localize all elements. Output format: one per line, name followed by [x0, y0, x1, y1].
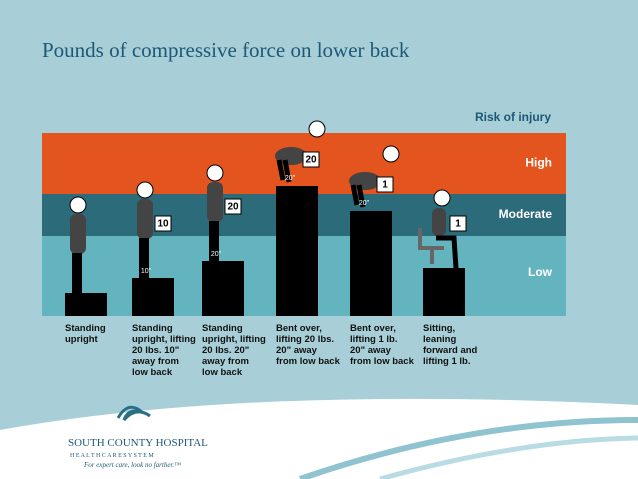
footer-bg: [0, 398, 638, 479]
load-label: 20: [305, 155, 317, 166]
distance-label: 20": [211, 251, 222, 258]
band-label: High: [525, 156, 552, 170]
load-label: 10: [157, 219, 169, 230]
figure-body: [70, 214, 86, 254]
category-label: Bent over, lifting 20 lbs. 20" away from…: [276, 323, 340, 367]
category-label: Standing upright, lifting 20 lbs. 20" aw…: [202, 323, 266, 378]
figure-head: [136, 181, 154, 199]
load-box: [302, 151, 320, 168]
wave: [379, 435, 638, 479]
figure-head: [433, 189, 451, 207]
figure-body: [207, 182, 223, 222]
figure-head: [69, 196, 87, 214]
figure-legs: [72, 253, 82, 293]
figure-body: [432, 208, 446, 236]
figure-legs: [209, 221, 219, 261]
bar: [423, 268, 465, 316]
distance-label: 10": [141, 268, 152, 275]
figure-body: [137, 199, 153, 239]
figure-legs: [139, 238, 149, 278]
figure-head: [308, 120, 326, 138]
category-label: Standing upright, lifting 20 lbs. 10" aw…: [132, 323, 196, 378]
load-box: [376, 176, 394, 193]
distance-label: 20": [359, 200, 370, 207]
bar: [132, 278, 174, 316]
category-label: Standing upright: [65, 323, 106, 345]
bar: [350, 211, 392, 316]
figure-head: [382, 145, 400, 163]
bar: [202, 261, 244, 316]
bar: [65, 293, 107, 316]
load-label: 1: [382, 180, 388, 191]
load-label: 1: [455, 219, 461, 230]
band-label: Low: [528, 265, 553, 279]
category-label: Sitting, leaning forward and lifting 1 l…: [423, 323, 478, 367]
distance-label: 20": [285, 175, 296, 182]
figure-legs: [436, 235, 459, 269]
category-label: Bent over, lifting 1 lb. 20" away from l…: [350, 323, 414, 367]
bar: [276, 186, 318, 316]
footer-name: SOUTH COUNTY HOSPITAL: [68, 437, 208, 449]
wave: [299, 417, 638, 479]
figure-legs: [276, 159, 292, 183]
footer-tagline: For expert care, look no farther.™: [83, 461, 181, 469]
load-box: [224, 198, 242, 215]
load-box: [154, 215, 172, 232]
footer-subtitle: H E A L T H C A R E S Y S T E M: [70, 453, 154, 459]
chart-title: Pounds of compressive force on lower bac…: [42, 38, 410, 62]
chair: [418, 228, 444, 264]
legend-title: Risk of injury: [475, 110, 551, 124]
load-label: 20: [227, 202, 239, 213]
band-label: Moderate: [499, 207, 553, 221]
figure-legs: [350, 184, 366, 208]
load-box: [449, 215, 467, 232]
figure-head: [206, 164, 224, 182]
logo-mark: [116, 405, 151, 422]
